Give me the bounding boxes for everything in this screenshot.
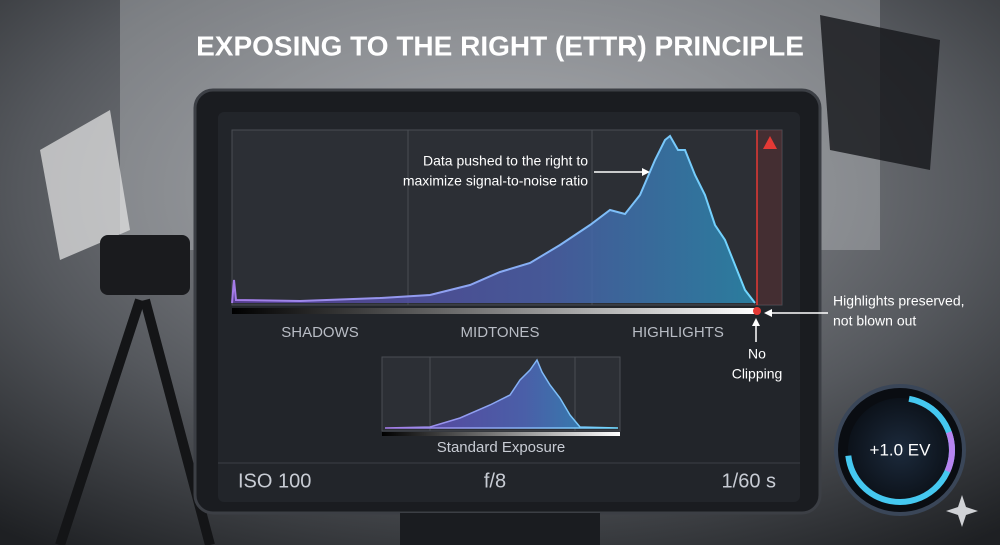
title: EXPOSING TO THE RIGHT (ETTR) PRINCIPLE xyxy=(196,30,804,61)
sparkle xyxy=(946,495,978,527)
clip-dot xyxy=(753,307,761,315)
tone-label: SHADOWS xyxy=(281,324,359,341)
dial-ring xyxy=(845,395,955,505)
tone-label: HIGHLIGHTS xyxy=(632,324,724,341)
histogram-outline xyxy=(231,134,756,304)
monitor-stand xyxy=(400,513,600,545)
inset-shape xyxy=(384,358,619,429)
tone-bar xyxy=(232,308,757,314)
annotation: maximize signal-to-noise ratio xyxy=(403,173,588,189)
clip-zone xyxy=(757,130,782,305)
annotation: Highlights preserved, xyxy=(833,293,965,309)
dial-value: +1.0 EV xyxy=(870,440,932,459)
annotation: Data pushed to the right to xyxy=(423,153,588,169)
tripod xyxy=(55,298,145,545)
tone-label: MIDTONES xyxy=(461,324,540,341)
annotation: No xyxy=(748,346,766,362)
aperture: f/8 xyxy=(484,470,506,492)
tone-bar xyxy=(382,432,620,436)
arrow-head xyxy=(764,309,772,317)
light xyxy=(820,15,940,170)
arrow-head xyxy=(642,168,650,176)
annotation: Clipping xyxy=(732,366,783,382)
shutter: 1/60 s xyxy=(722,470,776,492)
camera xyxy=(100,235,190,295)
iso: ISO 100 xyxy=(238,470,311,492)
arrow-head xyxy=(752,318,760,326)
annotation: not blown out xyxy=(833,313,916,329)
warning-icon xyxy=(763,136,777,149)
softbox xyxy=(40,110,130,260)
inset-label: Standard Exposure xyxy=(437,439,565,456)
histogram xyxy=(232,136,755,303)
